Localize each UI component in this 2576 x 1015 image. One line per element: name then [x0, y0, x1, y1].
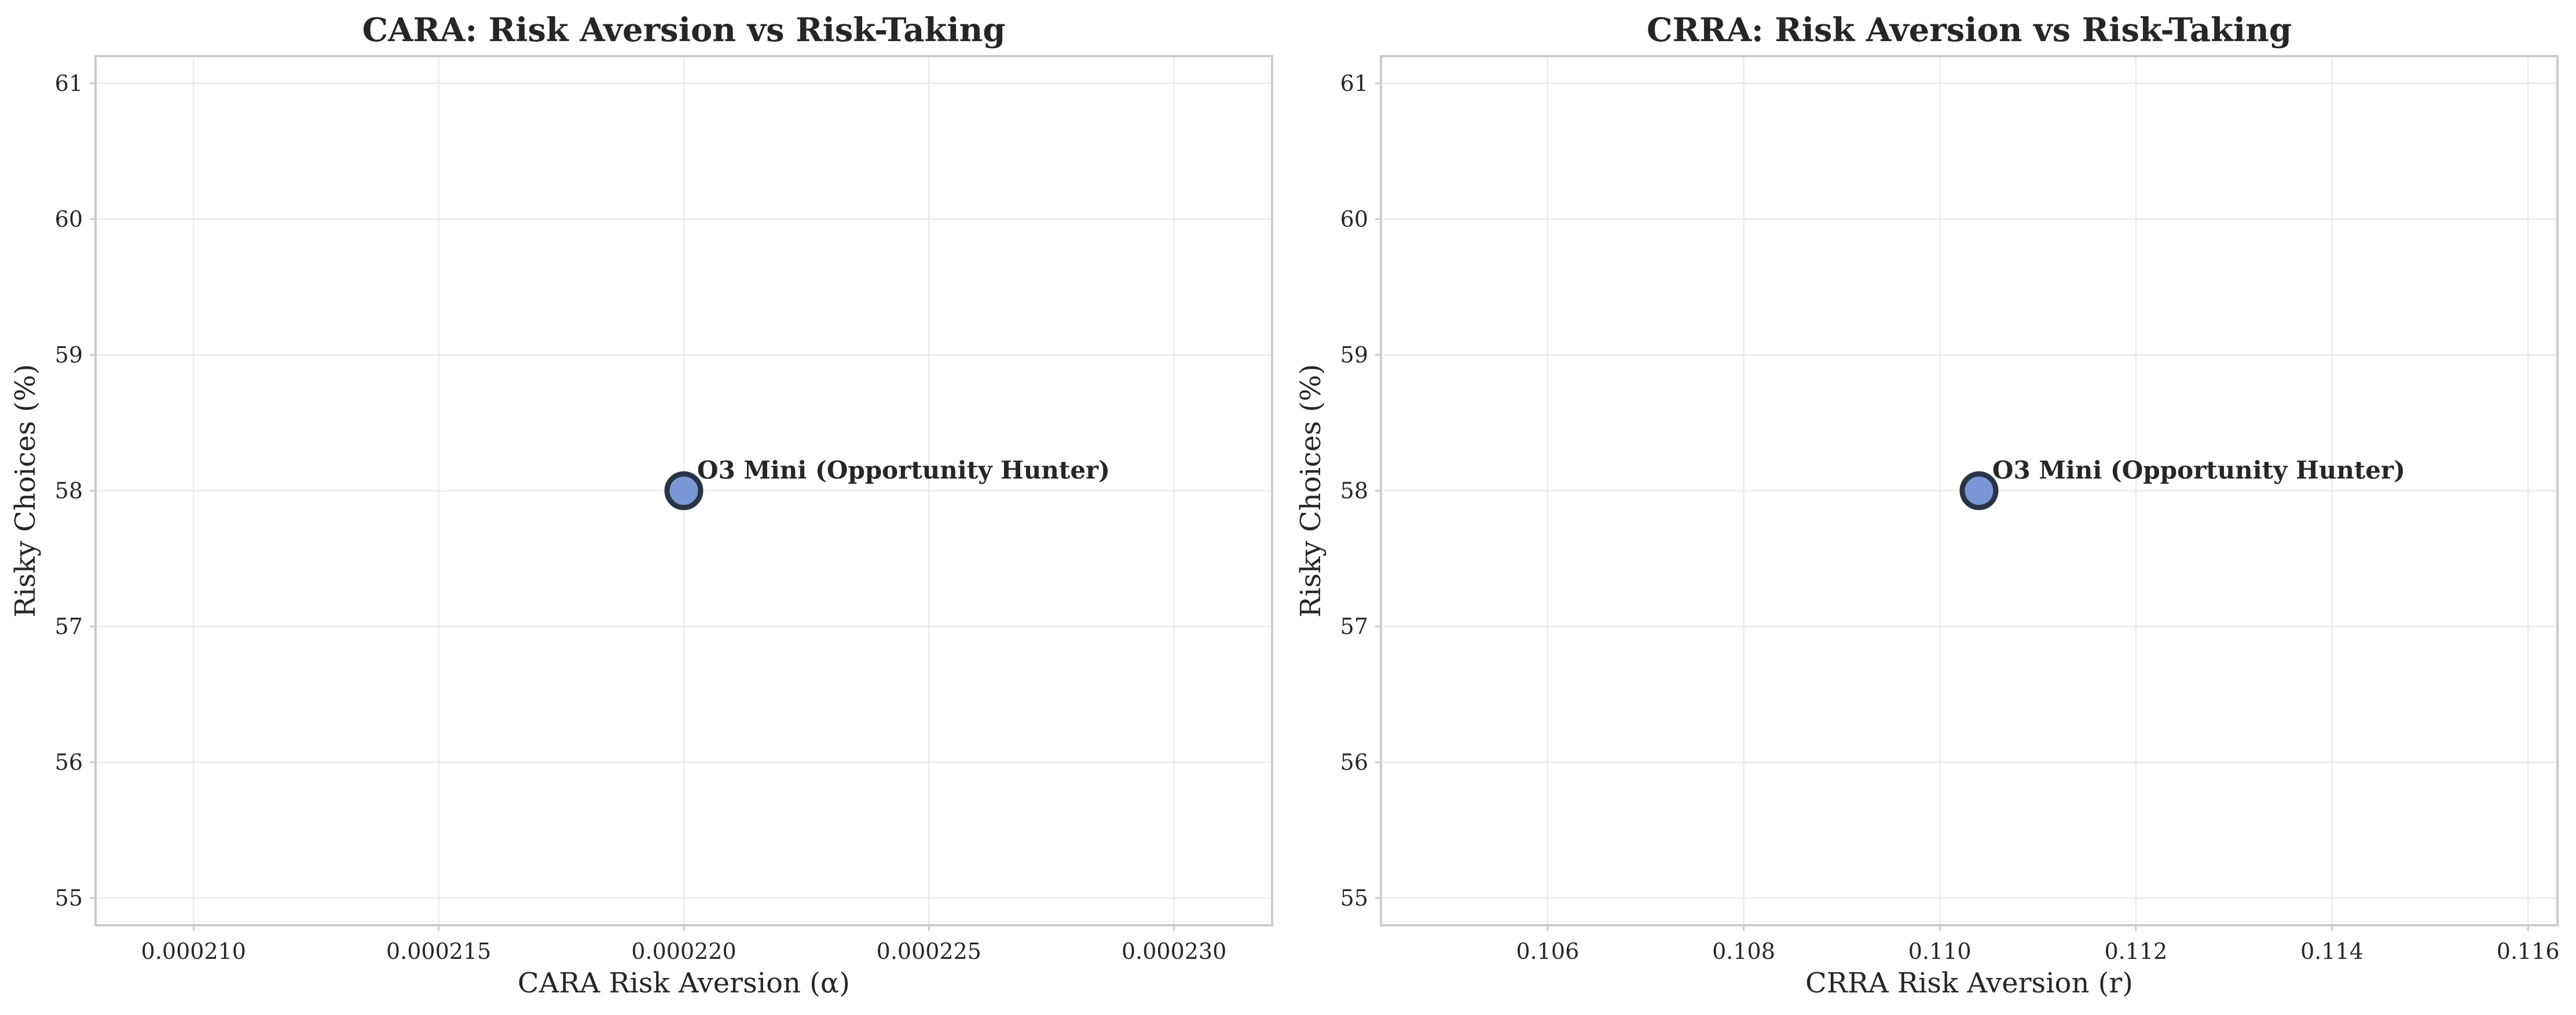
cara-chart: 0.000210 0.000215 0.000220 0.000225 0.000230…: [9, 11, 1273, 999]
cara-y-tick-label: 59: [55, 342, 83, 368]
crra-y-tick-label: 55: [1340, 885, 1368, 911]
crra-y-tick-label: 61: [1340, 71, 1368, 96]
cara-y-tick-label: 60: [55, 206, 83, 232]
cara-x-tick-label: 0.000220: [631, 939, 736, 964]
cara-x-axis-label: CARA Risk Aversion (α): [518, 967, 850, 999]
cara-x-tick-label: 0.000230: [1122, 939, 1226, 964]
crra-x-tick-label: 0.116: [2497, 939, 2560, 964]
cara-chart-title: CARA: Risk Aversion vs Risk-Taking: [362, 11, 1006, 49]
cara-y-tick-label: 55: [55, 885, 83, 911]
crra-y-tick-label: 60: [1340, 206, 1368, 232]
crra-x-tick-label: 0.112: [2104, 939, 2167, 964]
crra-chart: 0.106 0.108 0.110 0.112 0.114 0.116 55 56 57 58 59…: [1295, 11, 2560, 999]
cara-y-tick-label: 61: [55, 71, 83, 96]
cara-y-tick-label: 58: [55, 478, 83, 504]
crra-x-tick-label: 0.108: [1712, 939, 1775, 964]
cara-data-point: [664, 471, 703, 510]
crra-y-tick-label: 56: [1340, 750, 1368, 775]
crra-chart-title: CRRA: Risk Aversion vs Risk-Taking: [1647, 11, 2292, 49]
cara-x-tick-label: 0.000210: [141, 939, 246, 964]
crra-y-axis-label: Risky Choices (%): [1295, 364, 1327, 618]
cara-y-tick-label: 57: [55, 614, 83, 639]
cara-y-tick-label: 56: [55, 750, 83, 775]
crra-point-annotation: O3 Mini (Opportunity Hunter): [1992, 456, 2405, 485]
crra-x-axis-label: CRRA Risk Aversion (r): [1805, 967, 2133, 999]
crra-data-point: [1959, 471, 1999, 510]
crra-x-tick-label: 0.106: [1516, 939, 1579, 964]
crra-y-tick-label: 59: [1340, 342, 1368, 368]
crra-y-tick-label: 57: [1340, 614, 1368, 639]
crra-y-tick-label: 58: [1340, 478, 1368, 504]
cara-x-tick-label: 0.000225: [877, 939, 981, 964]
cara-y-axis-label: Risky Choices (%): [9, 364, 42, 618]
crra-x-tick-label: 0.114: [2300, 939, 2364, 964]
cara-point-annotation: O3 Mini (Opportunity Hunter): [697, 456, 1110, 485]
crra-x-tick-label: 0.110: [1908, 939, 1972, 964]
cara-x-tick-label: 0.000215: [386, 939, 491, 964]
